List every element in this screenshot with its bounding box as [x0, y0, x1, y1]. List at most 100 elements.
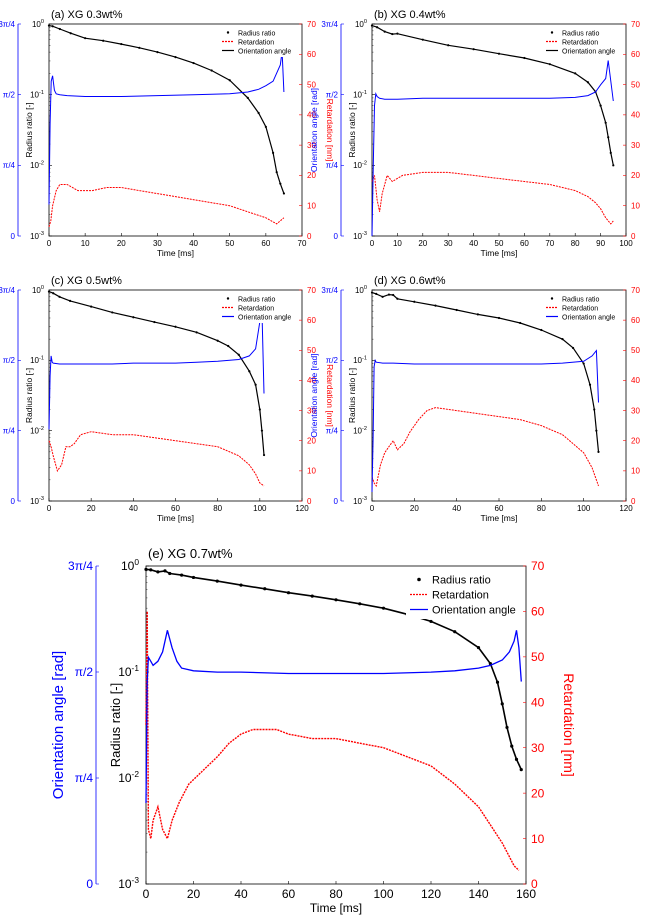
log-tick-base: 10	[353, 161, 362, 170]
radius-ratio-point	[519, 768, 523, 772]
radius-ratio-point	[237, 353, 240, 356]
x-tick-label: 0	[143, 887, 150, 901]
log-tick-label: 10-1	[30, 90, 44, 100]
radius-ratio-point	[51, 25, 54, 28]
x-tick-label: 140	[468, 887, 488, 901]
radius-ratio-point	[227, 344, 230, 348]
retardation-tick-label: 0	[631, 497, 636, 506]
orientation-tick-label: π/4	[75, 771, 94, 785]
orientation-tick-label: π/4	[3, 161, 16, 170]
series-orientation-line	[48, 51, 285, 205]
legend-marker-radius-ratio	[226, 297, 230, 300]
radius-ratio-point	[246, 96, 249, 100]
log-tick-exponent: -2	[39, 161, 44, 167]
y-axis-label: Radius ratio [-]	[24, 368, 34, 423]
log-tick-label: 10-3	[353, 231, 367, 241]
y-axis-label: Radius ratio [-]	[347, 368, 357, 423]
legend: Radius ratio Retardation Orientation angle	[218, 26, 298, 57]
x-tick-label: 20	[418, 239, 427, 248]
radius-ratio-point	[180, 573, 184, 577]
retardation-tick-label: 0	[307, 497, 312, 506]
radius-ratio-point	[191, 575, 196, 580]
x-tick-label: 60	[171, 504, 180, 513]
radius-ratio-point	[334, 598, 338, 602]
radius-ratio-point	[282, 192, 286, 195]
radius-ratio-point	[392, 293, 395, 297]
radius-ratio-point	[138, 46, 141, 49]
radius-ratio-point	[262, 453, 266, 457]
radius-ratio-point	[210, 69, 213, 72]
retardation-tick-label: 20	[631, 437, 640, 446]
radius-ratio-point	[476, 645, 481, 650]
log-tick-label: 10-3	[30, 496, 44, 506]
log-tick-exponent: -2	[39, 426, 44, 432]
retardation-tick-label: 10	[531, 832, 545, 846]
legend-label: Orientation angle	[562, 314, 615, 321]
retardation-tick-label: 10	[307, 202, 316, 211]
x-tick-label: 0	[370, 504, 375, 513]
series-radius-ratio-line	[145, 568, 523, 770]
retardation-tick-label: 30	[631, 406, 640, 415]
x-tick-label: 60	[282, 887, 296, 901]
legend-label: Orientation angle	[238, 48, 291, 55]
y-axis-label: Radius ratio [-]	[108, 683, 123, 768]
retardation-tick-label: 60	[307, 316, 316, 325]
chart-title: (d) XG 0.6wt%	[374, 275, 446, 287]
orientation-tick-label: π/4	[326, 161, 339, 170]
retardation-tick-label: 0	[307, 232, 312, 241]
orientation-tick-label: 3π/4	[321, 286, 338, 295]
log-tick-label: 10-2	[353, 161, 367, 171]
radius-ratio-point	[192, 61, 195, 65]
log-tick-base: 10	[121, 559, 135, 573]
retardation-tick-label: 40	[307, 376, 316, 385]
legend-label: Radius ratio	[562, 296, 599, 303]
retardation-tick-label: 10	[307, 467, 316, 476]
log-tick-base: 10	[30, 356, 39, 365]
radius-ratio-point	[111, 311, 114, 314]
retardation-tick-label: 50	[631, 346, 640, 355]
orientation-tick-label: π/4	[3, 426, 16, 435]
radius-ratio-point	[174, 56, 177, 59]
radius-ratio-point	[586, 81, 590, 84]
log-tick-label: 10-1	[30, 356, 44, 366]
x-axis-label: Time [ms]	[157, 248, 194, 258]
chart-title: (c) XG 0.5wt%	[51, 275, 122, 287]
legend-marker-radius-ratio	[417, 577, 421, 582]
radius-ratio-point	[599, 104, 602, 107]
legend: Radius ratio Retardation Orientation angle	[542, 292, 622, 323]
radius-ratio-point	[228, 79, 231, 82]
x-tick-label: 0	[47, 239, 52, 248]
radius-ratio-point	[383, 30, 386, 33]
radius-ratio-point	[387, 293, 391, 296]
x-tick-label: 50	[225, 239, 234, 248]
log-tick-base: 10	[118, 665, 132, 679]
series-orientation-line	[48, 308, 265, 430]
log-tick-exponent: -1	[362, 90, 367, 96]
retardation-tick-label: 30	[531, 741, 545, 755]
x-tick-label: 60	[495, 504, 504, 513]
radius-ratio-point	[561, 338, 564, 341]
retardation-tick-label: 40	[631, 376, 640, 385]
x-tick-label: 90	[596, 239, 605, 248]
log-tick-base: 10	[30, 90, 39, 99]
radius-ratio-point	[396, 32, 399, 35]
retardation-axis-label: Retardation [nm]	[561, 673, 577, 777]
retardation-tick-label: 60	[307, 50, 316, 59]
log-tick-base: 10	[353, 90, 362, 99]
radius-ratio-point	[370, 291, 374, 294]
x-tick-label: 20	[410, 504, 419, 513]
radius-ratio-point	[52, 292, 55, 295]
orientation-tick-label: 3π/4	[321, 20, 338, 29]
x-tick-label: 20	[87, 504, 96, 513]
radius-ratio-point	[248, 370, 251, 373]
series-retardation-line	[48, 431, 265, 487]
log-tick-exponent: 0	[41, 19, 44, 25]
radius-ratio-point	[381, 606, 386, 610]
radius-ratio-point	[607, 136, 610, 139]
legend-label: Retardation	[238, 39, 274, 46]
log-tick-base: 10	[118, 771, 132, 785]
x-tick-label: 30	[444, 239, 453, 248]
legend-label: Retardation	[562, 305, 598, 312]
